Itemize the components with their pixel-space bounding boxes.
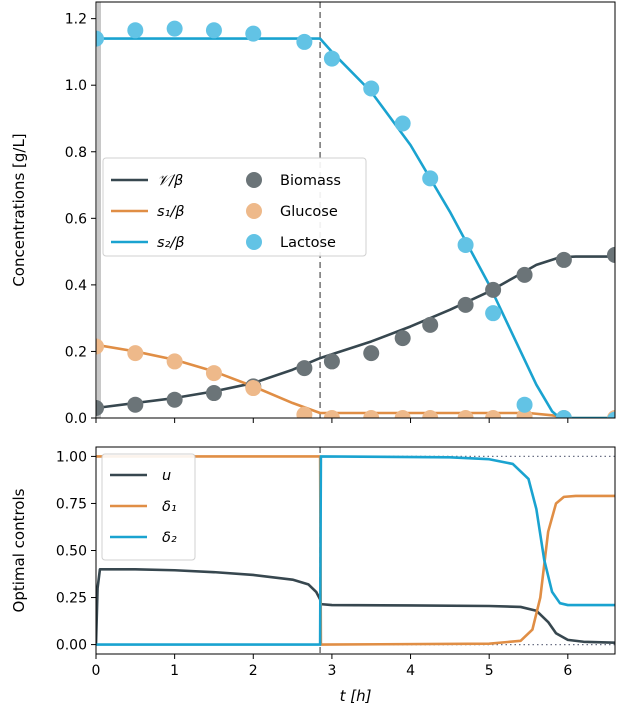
plot-area — [96, 447, 615, 654]
y-axis-label: Optimal controls — [10, 488, 28, 612]
scatter-point-5-4 — [245, 25, 262, 42]
legend-swatch-5 — [246, 234, 262, 250]
y-axis-label: Concentrations [g/L] — [10, 133, 28, 286]
legend-label-1: s₁/β — [157, 204, 185, 220]
x-tick-label: 0 — [92, 663, 101, 679]
y-tick-label: 1.00 — [56, 449, 87, 465]
scatter-point-5-6 — [323, 50, 340, 67]
x-tick-label: 2 — [249, 663, 258, 679]
legend-box — [101, 453, 196, 561]
legend-label-0: 𝒱/β — [157, 173, 183, 189]
scatter-point-5-11 — [485, 305, 502, 322]
legend-swatch-3 — [246, 172, 262, 188]
scatter-point-3-7 — [363, 345, 380, 362]
scatter-point-5-13 — [555, 410, 572, 418]
scatter-point-3-0 — [96, 400, 104, 417]
scatter-point-4-10 — [457, 410, 474, 418]
legend-box — [102, 157, 367, 257]
scatter-point-3-14 — [607, 246, 615, 263]
axes-frame — [95, 1, 616, 419]
scatter-point-3-8 — [394, 330, 411, 347]
y-tick-label: 1.2 — [65, 12, 87, 28]
scatter-point-5-7 — [363, 80, 380, 97]
scatter-point-5-12 — [516, 396, 533, 413]
scatter-point-5-0 — [96, 30, 104, 47]
scatter-point-5-2 — [166, 20, 183, 37]
scatter-point-5-1 — [127, 22, 144, 39]
x-tick-label: 5 — [485, 663, 494, 679]
scatter-point-5-3 — [205, 22, 222, 39]
scatter-point-4-1 — [127, 345, 144, 362]
scatter-point-4-9 — [422, 410, 439, 418]
bottom-panel-optimal-controls: 0 1 2 3 4 5 6 0.00 0.25 0.50 0.75 1.00 Optimal contr… — [10, 446, 616, 705]
legend-label-4: Glucose — [280, 204, 338, 220]
scatter-point-4-4 — [245, 380, 262, 397]
scatter-point-3-3 — [205, 385, 222, 402]
scatter-point-3-2 — [166, 391, 183, 408]
legend-label-2: s₂/β — [157, 235, 185, 251]
scatter-point-4-5 — [296, 406, 313, 418]
scatter-point-4-3 — [205, 365, 222, 382]
plot-area — [96, 2, 615, 418]
y-tick-label: 0.50 — [56, 544, 87, 560]
scatter-point-3-1 — [127, 396, 144, 413]
x-tick-label: 4 — [406, 663, 415, 679]
scatter-point-5-10 — [457, 236, 474, 253]
legend: u δ₁ δ₂ — [101, 453, 196, 561]
legend-label-1: δ₁ — [162, 499, 177, 515]
scatter-point-3-6 — [323, 353, 340, 370]
scatter-point-3-5 — [296, 360, 313, 377]
scatter-point-3-9 — [422, 316, 439, 333]
y-tick-label: 0.0 — [65, 411, 87, 427]
scatter-point-4-2 — [166, 353, 183, 370]
y-tick-label: 0.2 — [65, 344, 87, 360]
time-zero-band — [97, 2, 101, 418]
scatter-point-4-0 — [96, 338, 104, 355]
scatter-point-5-8 — [394, 115, 411, 132]
y-tick-label: 0.25 — [56, 591, 87, 607]
scatter-point-3-12 — [516, 266, 533, 283]
scatter-point-3-10 — [457, 296, 474, 313]
series-line-0 — [96, 255, 615, 410]
legend-label-5: Lactose — [280, 235, 336, 251]
scatter-point-5-9 — [422, 170, 439, 187]
scatter-point-3-11 — [485, 281, 502, 298]
y-tick-label: 0.4 — [65, 278, 87, 294]
top-panel-concentrations: 0.0 0.2 0.4 0.6 0.8 1.0 1.2 Concentrations [g/L… — [10, 1, 616, 427]
scatter-point-4-11 — [485, 410, 502, 418]
x-tick-label: 3 — [327, 663, 336, 679]
legend-label-0: u — [162, 468, 171, 484]
y-tick-label: 0.6 — [65, 211, 87, 227]
x-tick-label: 6 — [563, 663, 572, 679]
y-tick-label: 0.75 — [56, 496, 87, 512]
legend-swatch-4 — [246, 203, 262, 219]
legend-label-3: Biomass — [280, 173, 341, 189]
scatter-point-4-7 — [363, 410, 380, 418]
x-axis-label: t [h] — [340, 687, 372, 705]
x-tick-label: 1 — [170, 663, 179, 679]
scatter-point-5-14 — [607, 411, 615, 418]
y-tick-label: 1.0 — [65, 78, 87, 94]
legend: 𝒱/β s₁/β s₂/β Biomass Glucose Lactose — [102, 157, 367, 257]
series-line-2 — [96, 455, 615, 646]
legend-label-2: δ₂ — [162, 530, 177, 546]
scatter-point-4-8 — [394, 410, 411, 418]
scatter-point-3-13 — [555, 251, 572, 268]
scatter-point-5-5 — [296, 33, 313, 50]
y-tick-label: 0.00 — [56, 638, 87, 654]
scatter-point-4-6 — [323, 410, 340, 418]
y-tick-label: 0.8 — [65, 145, 87, 161]
